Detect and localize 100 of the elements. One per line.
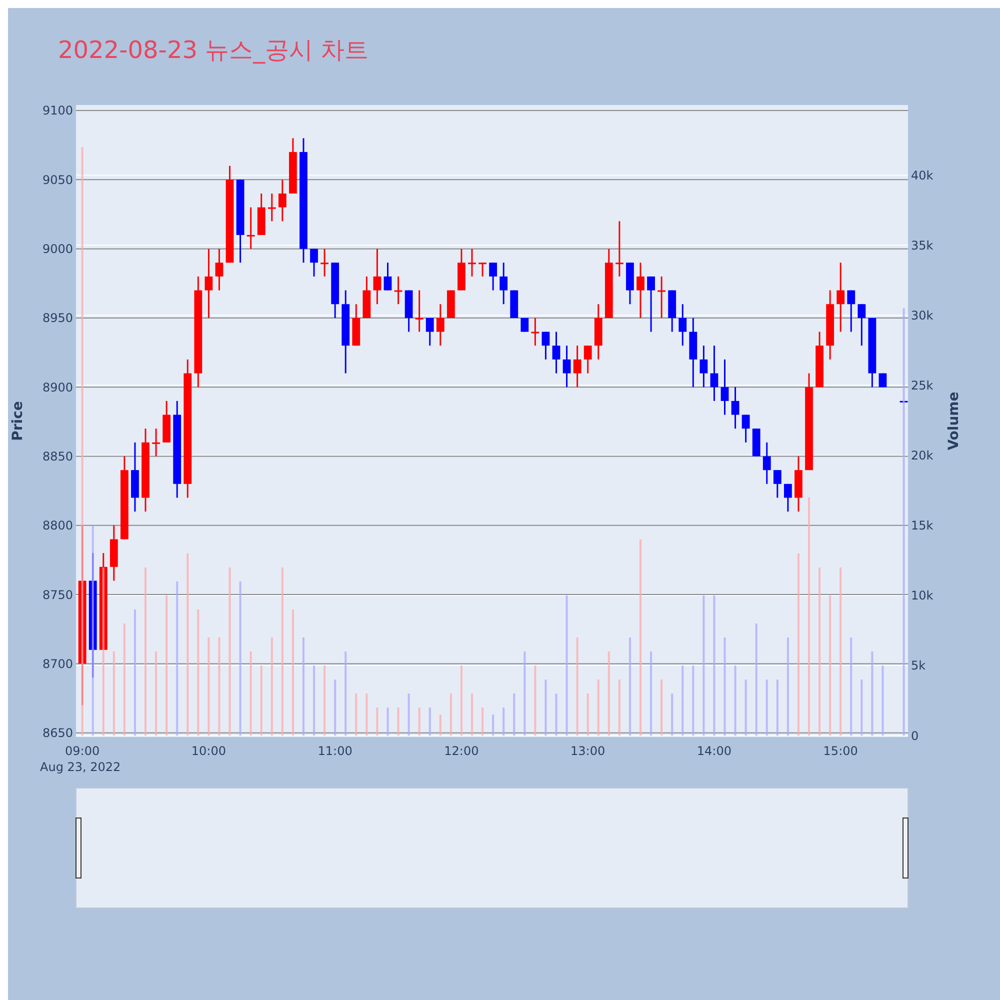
bar bbox=[112, 652, 115, 736]
y2-tick-label: 10k bbox=[911, 588, 934, 603]
candlestick bbox=[658, 276, 666, 319]
bar bbox=[197, 609, 200, 736]
y-tick-label: 8850 bbox=[42, 449, 73, 464]
x-tick-label: 15:00 bbox=[823, 744, 858, 758]
candlestick bbox=[204, 248, 213, 319]
bar bbox=[334, 680, 336, 736]
bar bbox=[829, 595, 832, 736]
candlestick bbox=[584, 344, 592, 374]
bar bbox=[682, 666, 684, 736]
bar bbox=[260, 666, 262, 736]
candlestick bbox=[847, 290, 856, 333]
bar bbox=[628, 638, 631, 736]
candlestick bbox=[426, 317, 434, 346]
bar bbox=[292, 609, 294, 736]
bar bbox=[228, 567, 231, 736]
candlestick bbox=[858, 303, 866, 346]
bar bbox=[534, 666, 536, 736]
bar bbox=[660, 680, 663, 736]
bar bbox=[355, 694, 358, 736]
candlestick bbox=[384, 262, 392, 292]
bar bbox=[166, 595, 168, 736]
y-tick-label: 9000 bbox=[42, 242, 73, 256]
bar bbox=[313, 666, 316, 736]
bar bbox=[186, 553, 189, 736]
candlestick bbox=[215, 248, 224, 292]
bar bbox=[270, 638, 273, 736]
candlestick bbox=[636, 262, 644, 319]
bar bbox=[281, 567, 284, 736]
bar bbox=[566, 595, 568, 736]
y2-tick-label: 20k bbox=[911, 448, 934, 463]
candlestick bbox=[310, 248, 318, 278]
bar bbox=[134, 609, 136, 736]
bar bbox=[734, 666, 736, 736]
bar bbox=[366, 694, 368, 736]
candlestick bbox=[320, 248, 328, 278]
candlestick bbox=[700, 344, 708, 388]
bar bbox=[808, 497, 810, 736]
bar bbox=[639, 539, 642, 736]
bar bbox=[460, 666, 462, 736]
y-tick-label: 8900 bbox=[42, 380, 73, 394]
bar bbox=[176, 581, 178, 736]
candlestick bbox=[678, 303, 687, 346]
bar bbox=[450, 694, 452, 736]
bar bbox=[397, 708, 400, 736]
y-tick-label: 8950 bbox=[42, 311, 73, 326]
y2-tick-label: 25k bbox=[911, 378, 934, 392]
y-axis-title: Price bbox=[10, 401, 26, 441]
y2-axis-title: Volume bbox=[946, 392, 962, 450]
bar bbox=[428, 708, 431, 736]
bar bbox=[713, 595, 716, 736]
candlestick bbox=[552, 331, 560, 374]
bar bbox=[871, 652, 874, 736]
bar bbox=[324, 666, 326, 736]
y2-tick-label: 5k bbox=[911, 658, 926, 673]
bar bbox=[797, 553, 800, 736]
bar bbox=[724, 638, 726, 736]
bar bbox=[576, 638, 578, 736]
candlestick bbox=[784, 483, 792, 512]
y-tick-label: 8750 bbox=[42, 588, 73, 602]
bar bbox=[218, 638, 220, 736]
bar bbox=[850, 638, 852, 736]
bar bbox=[671, 694, 674, 736]
candlestick bbox=[836, 262, 845, 333]
bar bbox=[482, 708, 484, 736]
bar bbox=[776, 680, 778, 736]
bar bbox=[302, 638, 304, 736]
bar bbox=[524, 652, 526, 736]
candlestick bbox=[720, 358, 729, 416]
y-tick-label: 9050 bbox=[42, 172, 73, 187]
x-tick-label: 14:00 bbox=[696, 744, 732, 758]
candlestick bbox=[478, 262, 486, 278]
x-tick-label: 11:00 bbox=[318, 744, 352, 758]
candlestick bbox=[394, 276, 402, 305]
candlestick bbox=[562, 344, 571, 388]
x-tick-label: 09:00 bbox=[65, 744, 100, 758]
y2-tick-label: 0 bbox=[911, 728, 919, 743]
bar bbox=[840, 567, 842, 736]
chart-title: 2022-08-23 뉴스_공시 차트 bbox=[58, 36, 369, 64]
candlestick bbox=[762, 442, 771, 485]
bar bbox=[755, 623, 758, 736]
text: Aug 23, 2022 bbox=[40, 760, 121, 774]
y-tick-label: 8700 bbox=[42, 656, 73, 671]
candlestick bbox=[531, 317, 540, 346]
x-tick-label: 10:00 bbox=[191, 744, 226, 758]
candlestick bbox=[415, 290, 424, 333]
y2-tick-label: 15k bbox=[911, 518, 934, 533]
candlestick bbox=[436, 303, 444, 346]
bar bbox=[555, 694, 558, 736]
bar bbox=[586, 694, 589, 736]
candlestick bbox=[278, 178, 286, 222]
candlestick bbox=[647, 276, 655, 333]
candlestick bbox=[573, 344, 582, 388]
candlestick bbox=[373, 248, 382, 305]
bar bbox=[544, 680, 547, 736]
bar bbox=[597, 680, 600, 736]
candlestick bbox=[542, 331, 550, 360]
candlestick bbox=[710, 344, 718, 402]
candlestick bbox=[246, 206, 255, 250]
